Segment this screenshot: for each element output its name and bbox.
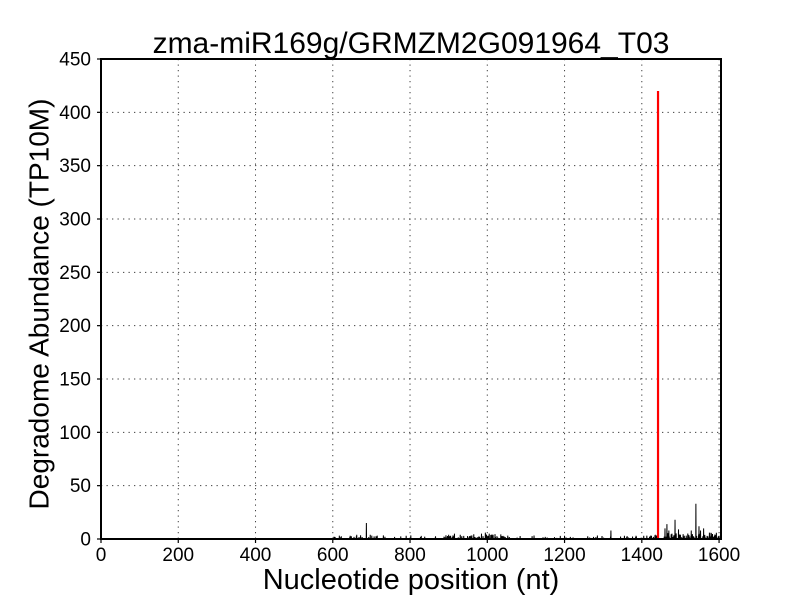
svg-text:800: 800 [394, 545, 426, 566]
svg-text:1200: 1200 [543, 545, 585, 566]
svg-text:50: 50 [70, 476, 91, 497]
svg-text:Degradome Abundance (TP10M): Degradome Abundance (TP10M) [24, 99, 55, 510]
svg-text:1400: 1400 [621, 545, 663, 566]
svg-text:zma-miR169g/GRMZM2G091964_T03: zma-miR169g/GRMZM2G091964_T03 [153, 27, 670, 60]
svg-text:300: 300 [59, 210, 91, 231]
svg-text:200: 200 [59, 316, 91, 337]
svg-text:250: 250 [59, 263, 91, 284]
svg-text:1600: 1600 [698, 545, 740, 566]
svg-text:0: 0 [80, 530, 91, 551]
svg-text:150: 150 [59, 370, 91, 391]
svg-text:1000: 1000 [466, 545, 508, 566]
svg-text:400: 400 [59, 103, 91, 124]
svg-text:100: 100 [59, 423, 91, 444]
svg-text:600: 600 [317, 545, 349, 566]
svg-text:400: 400 [240, 545, 272, 566]
svg-text:0: 0 [96, 545, 107, 566]
svg-text:200: 200 [162, 545, 194, 566]
svg-text:450: 450 [59, 50, 91, 71]
svg-text:Nucleotide position (nt): Nucleotide position (nt) [263, 564, 560, 596]
svg-text:350: 350 [59, 156, 91, 177]
